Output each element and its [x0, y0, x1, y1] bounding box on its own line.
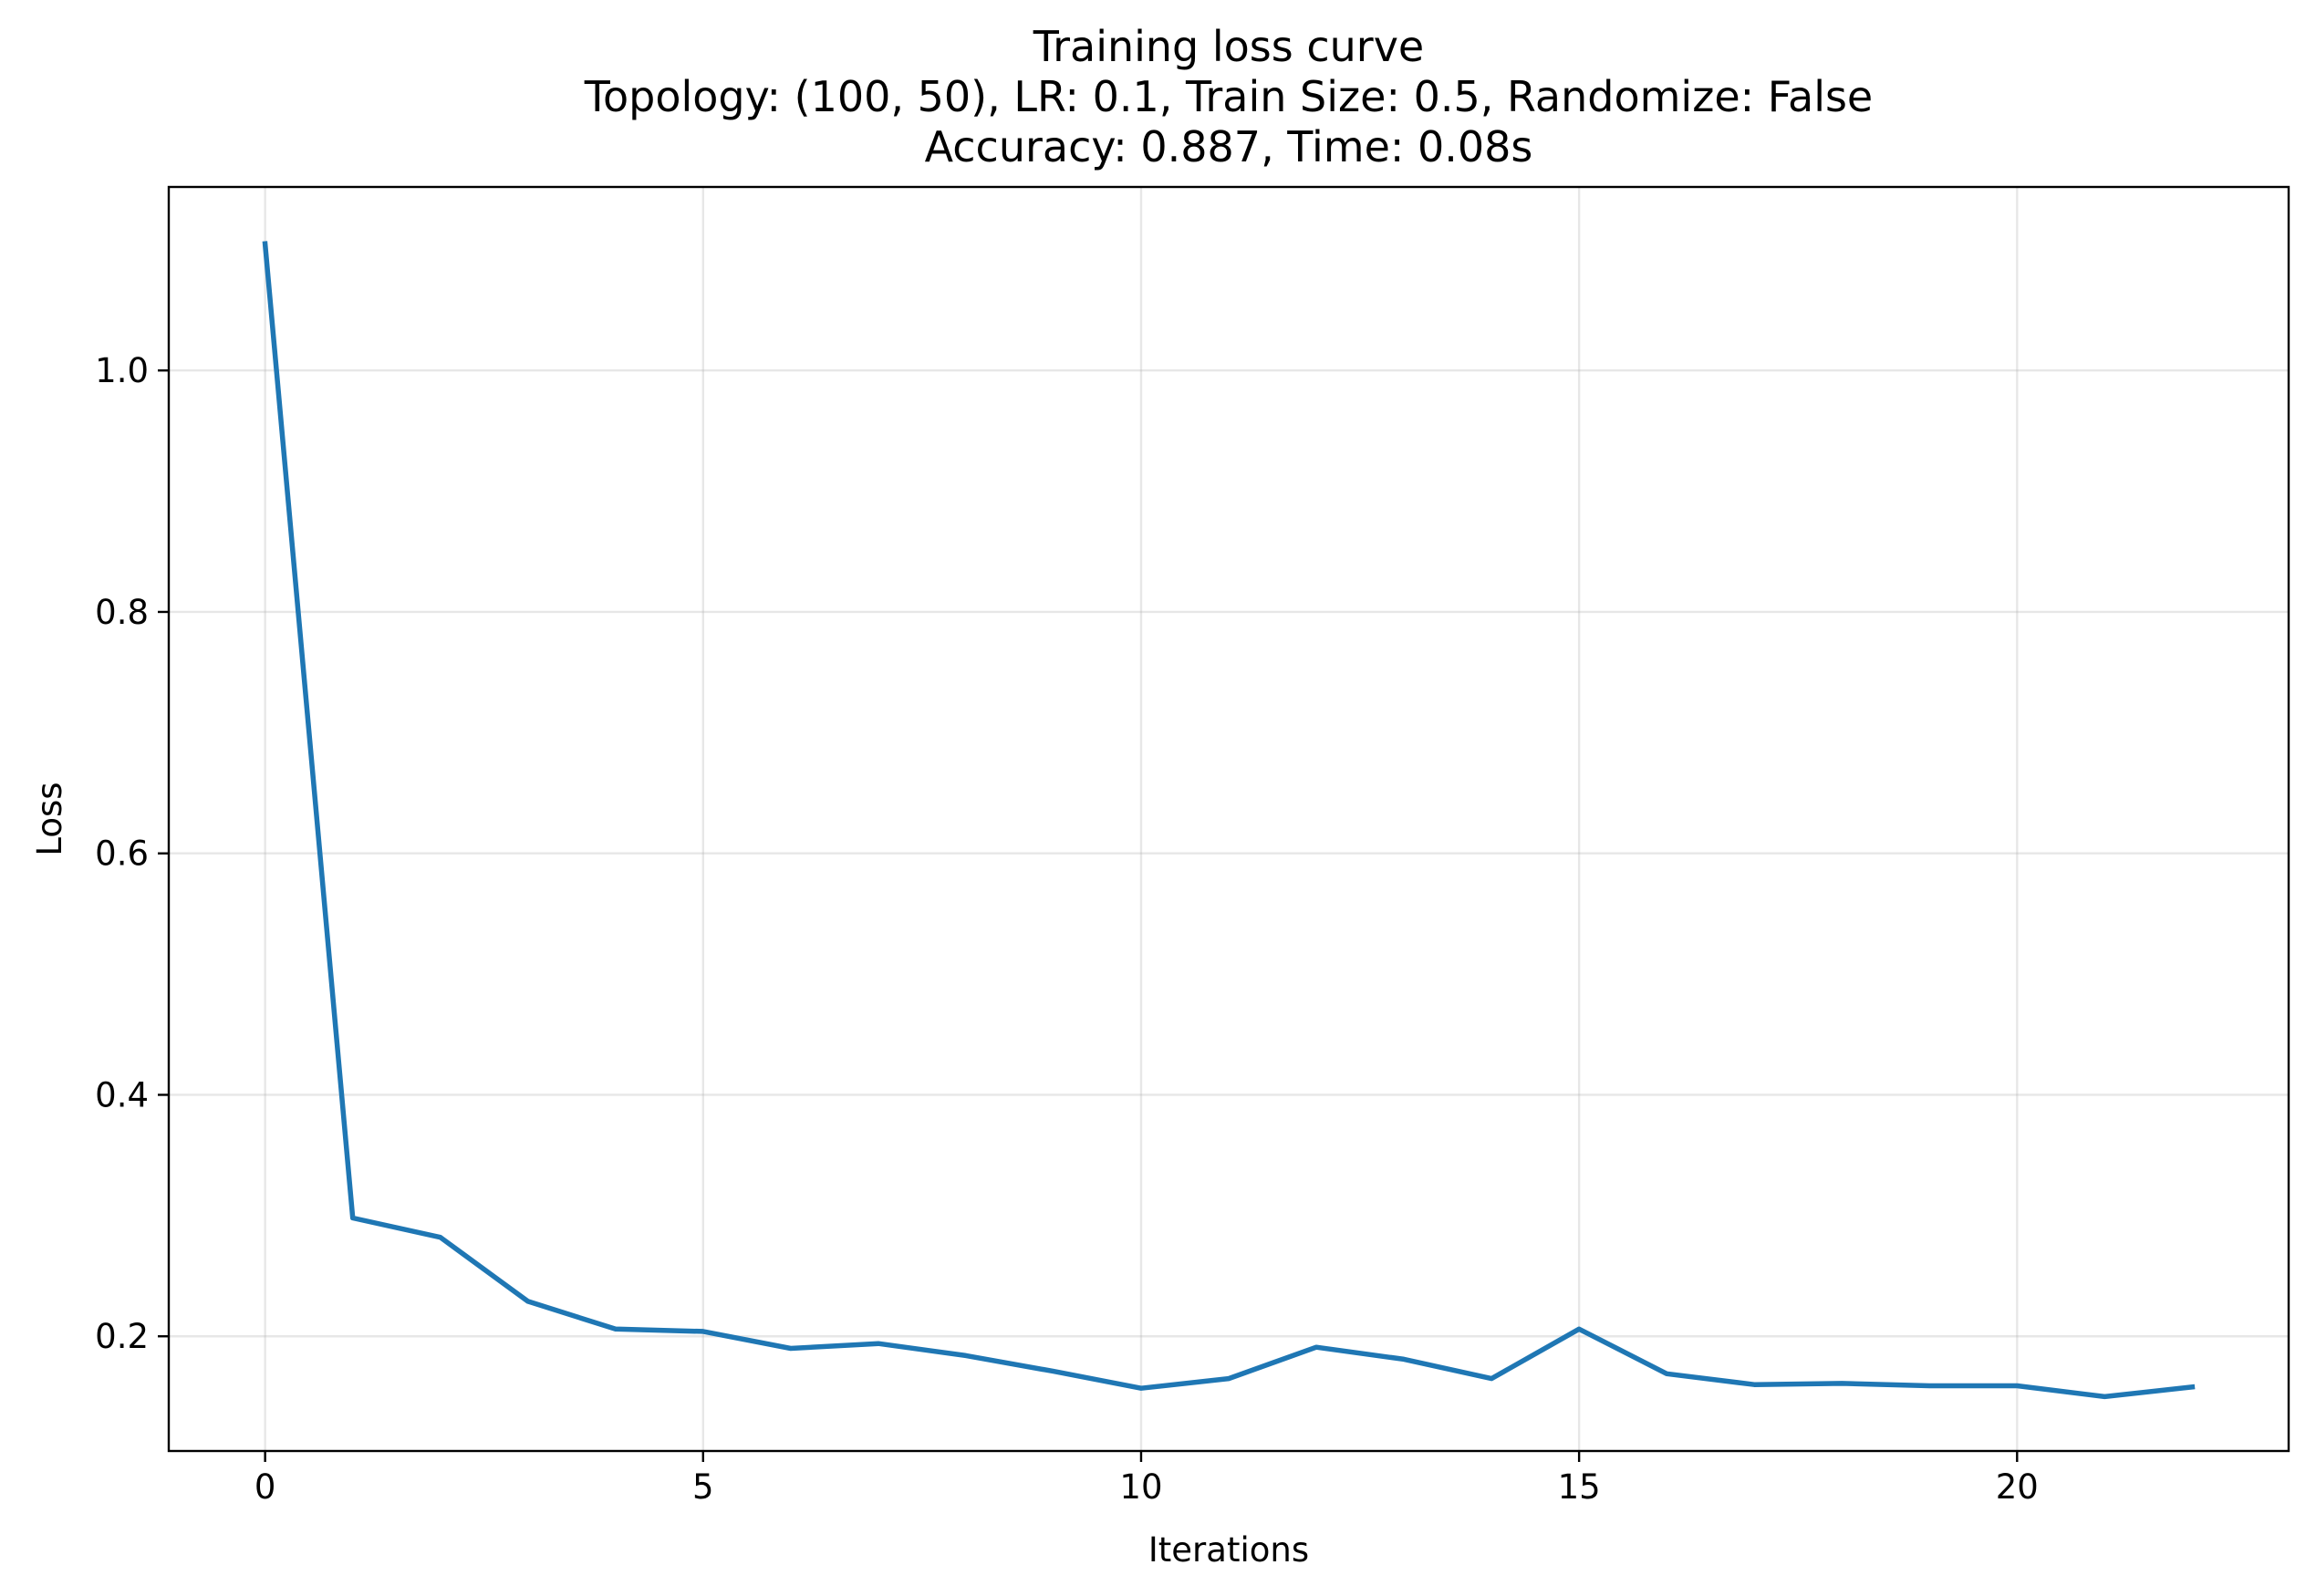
x-tick-label: 20 [1996, 1467, 2039, 1507]
chart-title-group: Training loss curve Topology: (100, 50),… [584, 22, 1874, 171]
y-tick-label: 0.4 [95, 1075, 149, 1114]
y-tick-label: 0.8 [95, 593, 149, 632]
y-axis-label: Loss [30, 782, 69, 855]
y-tick-label: 0.2 [95, 1317, 149, 1356]
x-tick-label: 10 [1119, 1467, 1162, 1507]
loss-series-line [262, 241, 2196, 1400]
y-tick-label: 1.0 [95, 351, 149, 390]
y-tick-label: 0.6 [95, 834, 149, 874]
chart-title: Training loss curve [1033, 22, 1425, 71]
series-group [262, 241, 2196, 1400]
chart-subtitle-line-1: Topology: (100, 50), LR: 0.1, Train Size… [584, 72, 1874, 121]
grid [169, 187, 2289, 1451]
axes-frame [167, 185, 2290, 1453]
x-axis-label: Iterations [1148, 1530, 1309, 1570]
x-tick-label: 0 [254, 1467, 276, 1507]
x-tick-label: 5 [692, 1467, 714, 1507]
x-axis: 0 5 10 15 20 [254, 1451, 2039, 1507]
y-axis: 0.2 0.4 0.6 0.8 1.0 [95, 351, 169, 1356]
chart-subtitle-line-2: Accuracy: 0.887, Time: 0.08s [925, 122, 1533, 171]
x-tick-label: 15 [1558, 1467, 1601, 1507]
